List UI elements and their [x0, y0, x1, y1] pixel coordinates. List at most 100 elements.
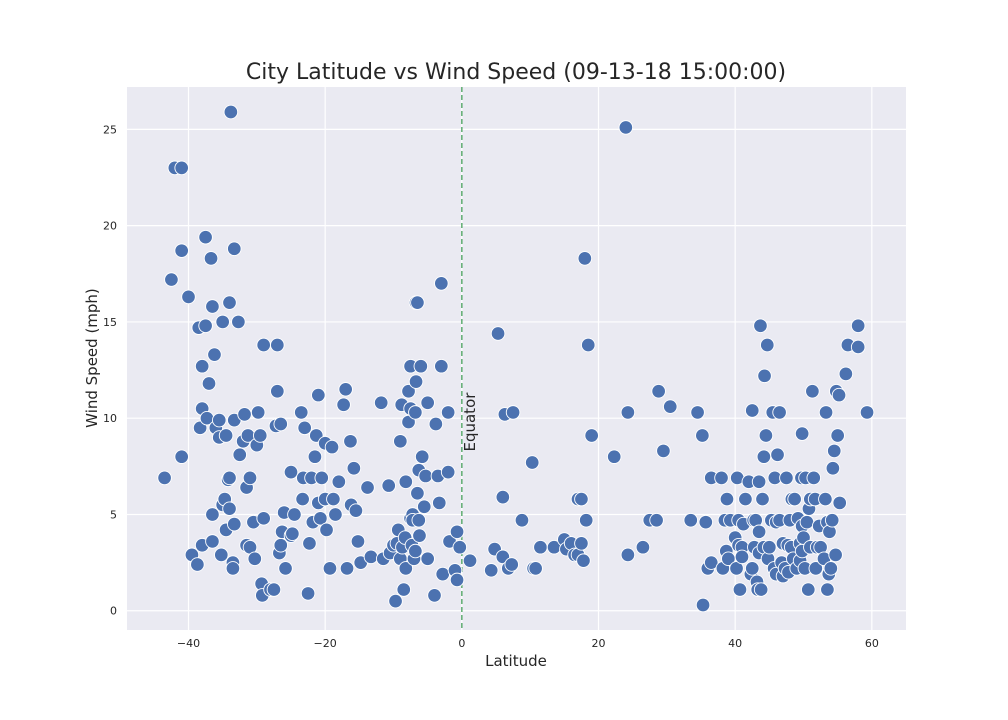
- data-point: [231, 314, 246, 330]
- data-point: [808, 561, 824, 576]
- data-point: [360, 480, 375, 495]
- data-point: [663, 399, 678, 414]
- data-point: [452, 539, 468, 555]
- data-point: [225, 561, 241, 576]
- data-point: [398, 561, 414, 576]
- y-tick-label: 25: [103, 123, 117, 136]
- data-point: [524, 455, 540, 470]
- data-point: [683, 512, 699, 528]
- data-point: [287, 507, 302, 522]
- data-point: [818, 491, 833, 507]
- data-point: [649, 512, 664, 528]
- data-point: [302, 536, 317, 551]
- data-point: [581, 337, 596, 353]
- data-point: [270, 383, 285, 399]
- x-tick-label: 60: [865, 637, 879, 650]
- data-point: [779, 470, 794, 486]
- data-point: [205, 507, 220, 522]
- data-point: [207, 347, 222, 362]
- data-point: [278, 561, 293, 576]
- data-point: [738, 491, 753, 507]
- data-point: [398, 474, 414, 489]
- data-point: [294, 405, 309, 420]
- data-point: [420, 395, 435, 411]
- data-point: [435, 566, 450, 582]
- data-point: [256, 337, 271, 353]
- data-point: [319, 522, 334, 538]
- data-point: [174, 243, 189, 258]
- data-point: [203, 251, 219, 266]
- data-point: [164, 272, 179, 287]
- data-point: [794, 426, 810, 441]
- x-tick-label: −20: [314, 637, 337, 650]
- data-point: [223, 104, 239, 120]
- data-point: [704, 555, 719, 570]
- data-point: [751, 474, 767, 489]
- data-point: [322, 561, 338, 576]
- data-point: [273, 416, 289, 432]
- data-point: [787, 491, 802, 507]
- data-point: [381, 478, 396, 493]
- plot-area: [127, 87, 906, 630]
- x-tick-label: 0: [458, 637, 465, 650]
- data-point: [324, 439, 340, 455]
- data-point: [440, 464, 456, 480]
- x-axis-label: Latitude: [485, 652, 547, 670]
- data-point: [412, 528, 427, 543]
- data-point: [190, 557, 205, 572]
- data-point: [799, 514, 815, 530]
- x-tick-label: 20: [592, 637, 606, 650]
- data-point: [753, 582, 769, 597]
- data-point: [205, 534, 220, 549]
- data-point: [373, 395, 389, 411]
- data-point: [618, 120, 634, 135]
- data-point: [343, 434, 358, 449]
- data-point: [250, 405, 266, 420]
- data-point: [266, 582, 282, 597]
- data-point: [828, 547, 843, 563]
- data-point: [762, 539, 777, 555]
- y-tick-labels: 0 5 10 15 20 25: [103, 123, 117, 617]
- data-point: [832, 495, 847, 511]
- data-point: [252, 428, 268, 443]
- data-point: [462, 553, 478, 568]
- data-point: [300, 586, 316, 601]
- data-point: [635, 539, 651, 555]
- data-point: [528, 561, 543, 576]
- data-point: [418, 468, 433, 484]
- data-point: [408, 543, 423, 559]
- data-point: [201, 376, 217, 391]
- data-point: [827, 443, 842, 459]
- data-point: [449, 524, 465, 540]
- data-point: [758, 428, 774, 443]
- data-point: [434, 276, 449, 291]
- data-point: [205, 299, 220, 314]
- data-point: [514, 512, 530, 528]
- data-point: [427, 588, 442, 603]
- data-point: [732, 582, 748, 597]
- data-point: [363, 549, 379, 565]
- data-point: [533, 539, 548, 555]
- data-point: [714, 470, 729, 486]
- data-point: [336, 397, 351, 412]
- y-tick-label: 10: [103, 412, 117, 425]
- data-point: [490, 326, 506, 341]
- data-point: [314, 470, 330, 486]
- data-point: [410, 486, 425, 501]
- y-tick-label: 0: [110, 605, 117, 618]
- data-point: [818, 405, 834, 420]
- data-point: [232, 447, 247, 463]
- data-point: [328, 507, 343, 522]
- chart-title: City Latitude vs Wind Speed (09-13-18 15…: [246, 60, 786, 85]
- data-point: [695, 428, 710, 443]
- data-point: [745, 561, 760, 576]
- data-point: [326, 491, 341, 507]
- data-point: [483, 563, 499, 578]
- data-point: [214, 547, 229, 563]
- data-point: [801, 582, 816, 597]
- data-point: [432, 495, 447, 511]
- data-point: [297, 420, 312, 436]
- data-point: [417, 499, 432, 515]
- data-point: [285, 526, 300, 541]
- data-point: [211, 412, 227, 428]
